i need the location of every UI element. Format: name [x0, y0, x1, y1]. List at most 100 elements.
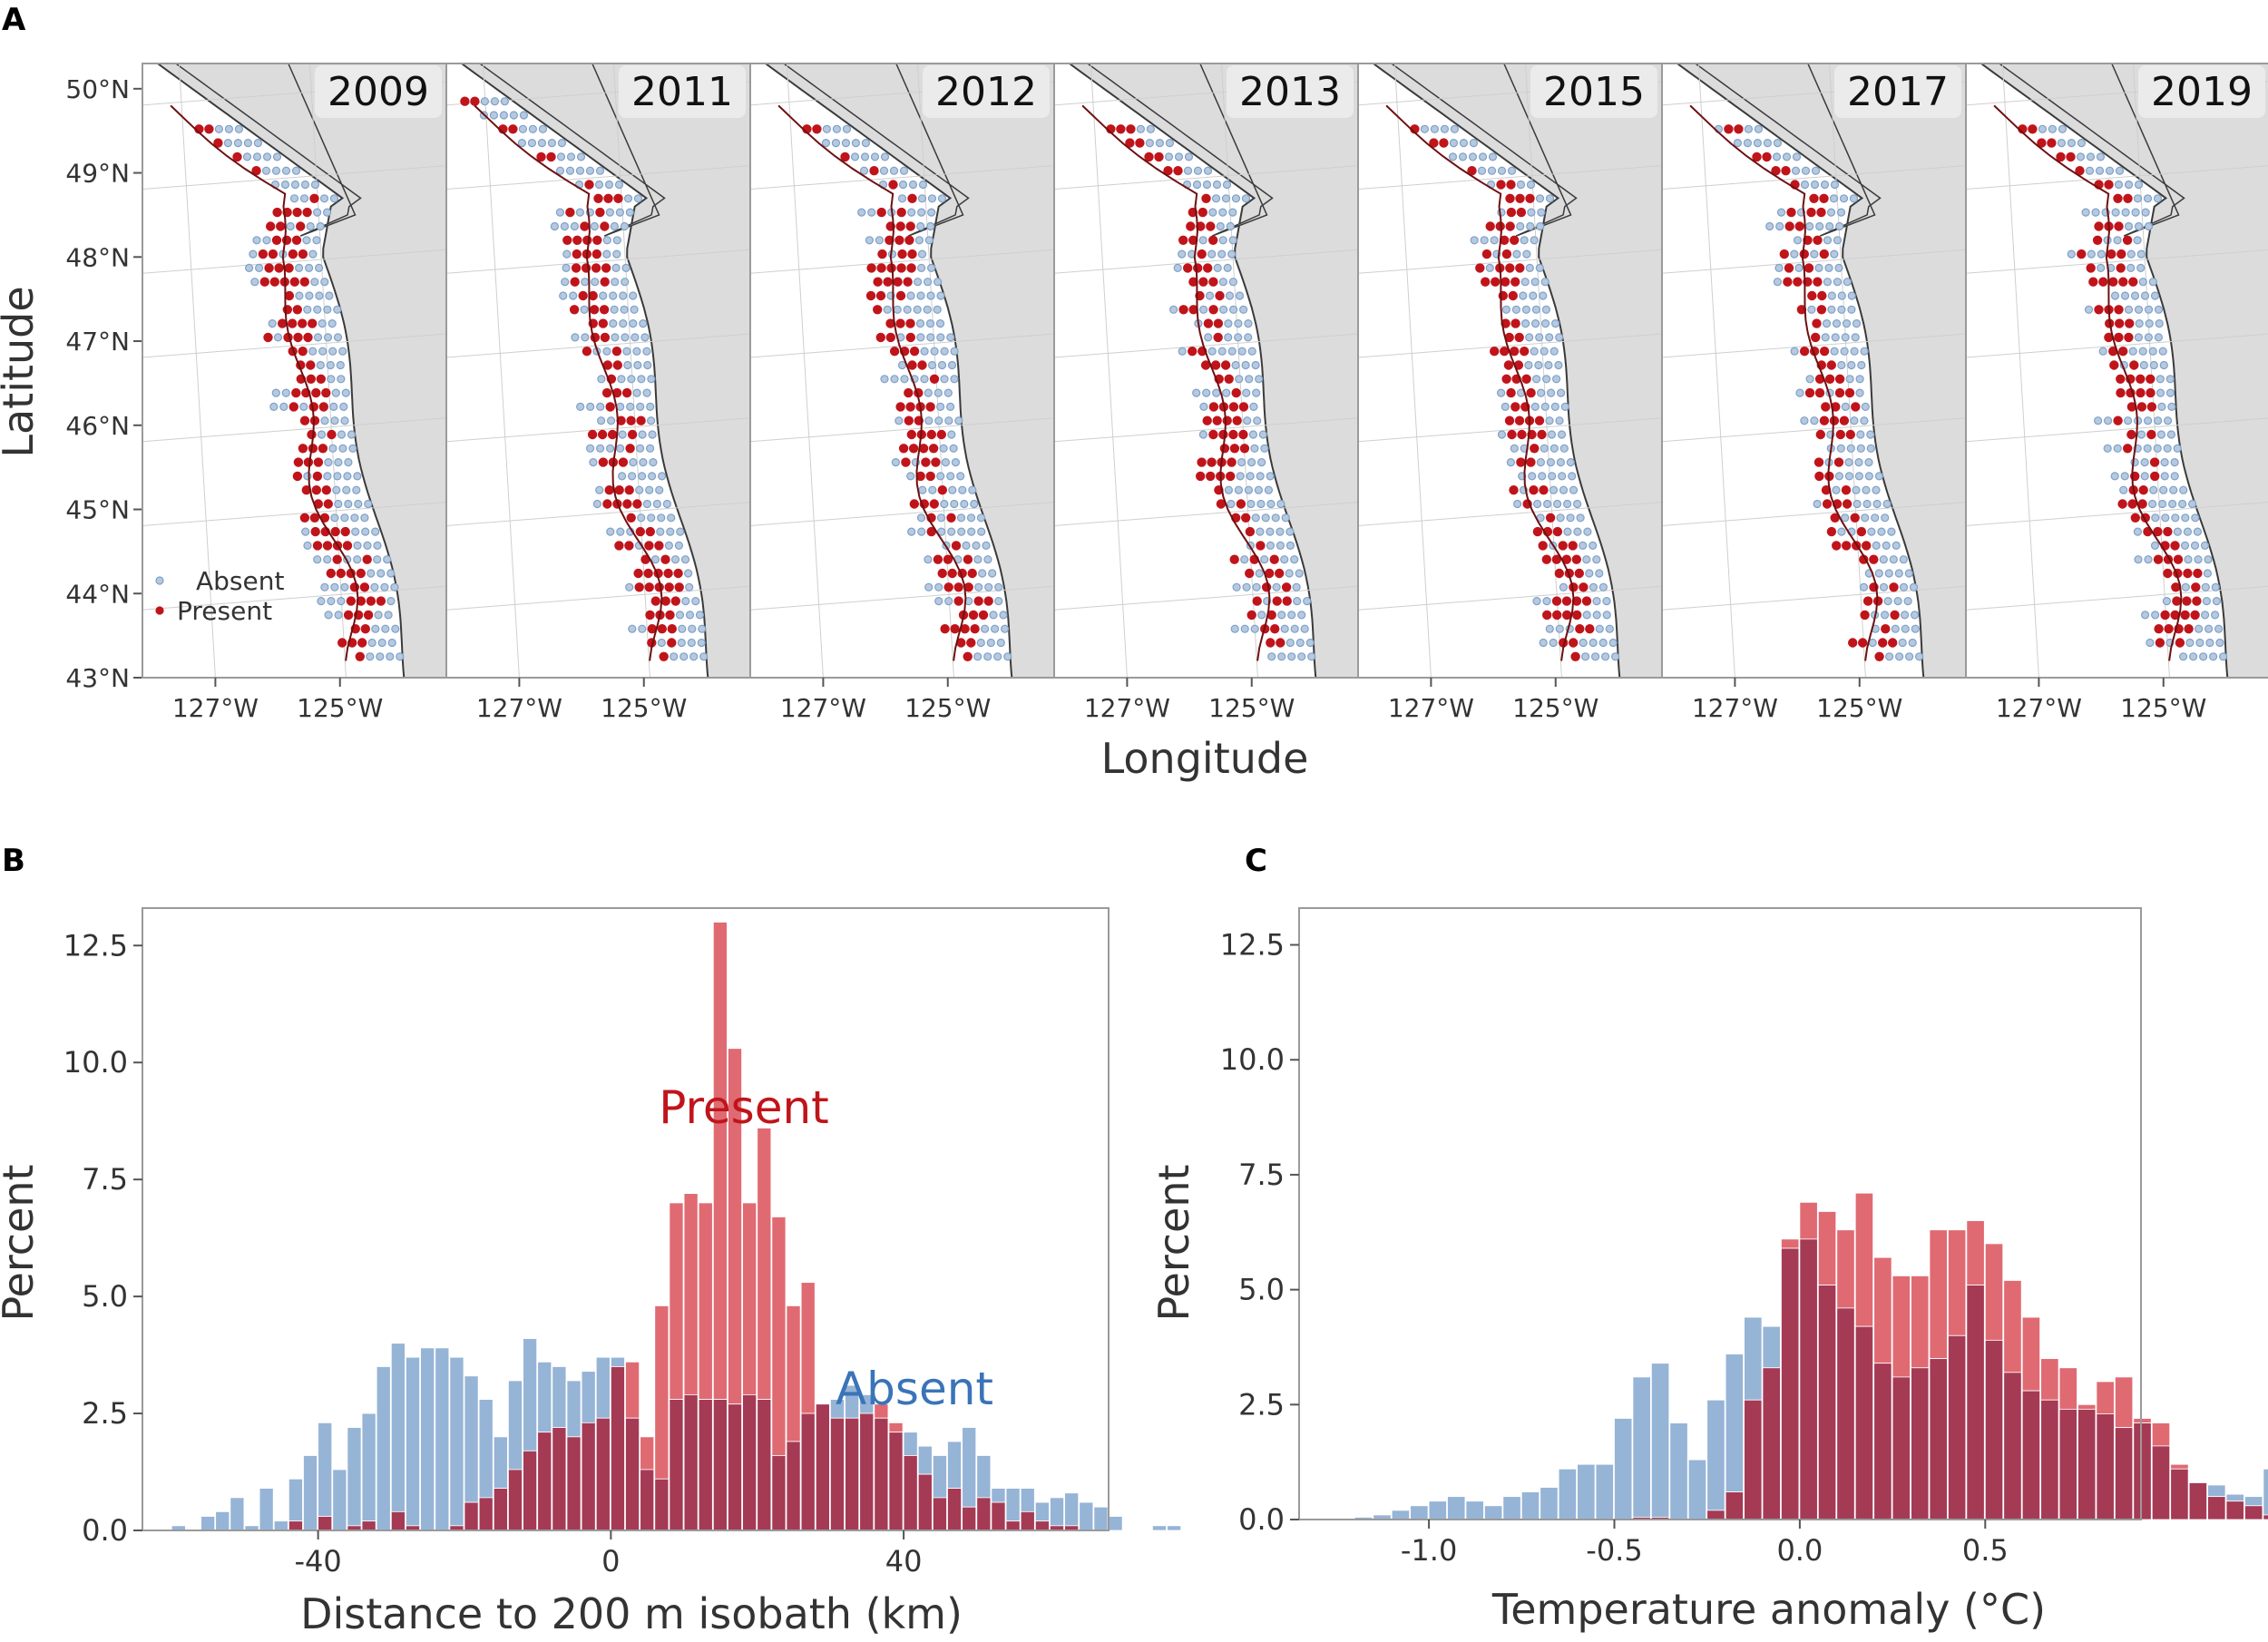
absent-point — [623, 360, 632, 370]
absent-point — [941, 458, 951, 467]
absent-point — [312, 236, 321, 245]
map-xtick-label: 127°W — [1388, 693, 1474, 723]
present-point — [232, 151, 242, 162]
present-point — [1238, 402, 1249, 412]
absent-point — [1540, 319, 1550, 328]
absent-point — [2170, 458, 2179, 467]
absent-point — [320, 582, 329, 591]
absent-point — [2084, 305, 2094, 314]
absent-point — [323, 333, 333, 342]
absent-point — [2188, 499, 2197, 509]
absent-bar — [406, 1356, 420, 1527]
absent-point — [619, 319, 628, 328]
present-point — [1530, 444, 1540, 454]
absent-point — [1534, 360, 1543, 370]
present-point — [1485, 221, 1495, 231]
absent-point — [977, 527, 986, 536]
present-point — [322, 541, 333, 551]
absent-point — [2148, 499, 2157, 509]
absent-point — [1859, 582, 1869, 591]
absent-point — [1845, 375, 1854, 384]
absent-point — [1230, 624, 1239, 633]
overlap-bar — [508, 1469, 523, 1531]
absent-point — [1841, 513, 1850, 523]
present-point — [963, 554, 973, 564]
present-point — [278, 318, 288, 328]
absent-point — [2202, 596, 2211, 606]
map-xtick-label: 127°W — [1996, 693, 2082, 723]
present-point — [627, 429, 638, 440]
present-point — [565, 207, 575, 218]
absent-point — [1526, 221, 1535, 231]
graticule — [786, 64, 824, 678]
present-point — [1245, 526, 1256, 537]
absent-point — [1224, 319, 1233, 328]
present-point — [2109, 360, 2119, 370]
absent-point — [2144, 333, 2153, 342]
absent-point — [2194, 555, 2203, 564]
present-point — [2149, 471, 2160, 482]
present-point — [571, 263, 582, 273]
absent-point — [1592, 555, 1601, 564]
absent-point — [2193, 527, 2202, 536]
absent-point — [1295, 638, 1305, 648]
present-bar — [2003, 1280, 2022, 1373]
absent-point — [331, 388, 340, 397]
overlap-bar — [1836, 1307, 1855, 1520]
absent-point — [615, 444, 625, 453]
present-point — [2127, 499, 2137, 509]
present-point — [925, 402, 935, 412]
absent-point — [1830, 347, 1839, 356]
present-point — [2164, 624, 2174, 634]
present-point — [1207, 235, 1218, 245]
absent-point — [1536, 388, 1546, 397]
present-point — [1274, 568, 1285, 579]
absent-point — [1519, 291, 1528, 300]
absent-bar — [1410, 1505, 1429, 1520]
absent-point — [875, 236, 885, 245]
absent-point — [575, 208, 585, 217]
present-bar — [2170, 1463, 2189, 1470]
absent-point — [1827, 305, 1836, 314]
absent-point — [2081, 208, 2090, 217]
absent-point — [1852, 319, 1862, 328]
present-point — [1526, 457, 1536, 467]
present-bar — [683, 1193, 699, 1395]
absent-point — [1537, 208, 1546, 217]
present-point — [966, 638, 976, 648]
absent-point — [2133, 236, 2142, 245]
absent-point — [316, 360, 325, 370]
present-bar — [1817, 1211, 1837, 1285]
present-point — [309, 513, 320, 523]
absent-point — [1891, 624, 1900, 633]
absent-point — [1249, 402, 1258, 411]
absent-bar — [1050, 1497, 1064, 1527]
absent-point — [2195, 624, 2204, 633]
absent-point — [1549, 444, 1559, 453]
present-point — [360, 624, 370, 634]
absent-point — [637, 472, 647, 481]
absent-bar — [552, 1366, 567, 1428]
absent-point — [698, 624, 707, 633]
absent-point — [842, 124, 852, 133]
present-point — [2108, 277, 2118, 287]
absent-point — [883, 305, 892, 314]
present-point — [276, 221, 286, 231]
overlap-bar — [1706, 1510, 1725, 1520]
absent-bar — [1540, 1487, 1559, 1520]
absent-point — [2157, 402, 2166, 411]
absent-point — [951, 458, 961, 467]
overlap-bar — [712, 1399, 728, 1531]
present-point — [591, 263, 601, 273]
absent-point — [1240, 624, 1249, 633]
absent-point — [1532, 596, 1541, 606]
present-point — [2098, 277, 2108, 287]
absent-point — [621, 278, 630, 287]
absent-point — [1183, 166, 1193, 175]
absent-point — [1794, 263, 1804, 272]
overlap-bar — [610, 1366, 625, 1531]
present-point — [272, 207, 282, 218]
absent-point — [920, 375, 929, 384]
present-point — [1208, 429, 1218, 440]
graticule — [1358, 333, 1662, 358]
